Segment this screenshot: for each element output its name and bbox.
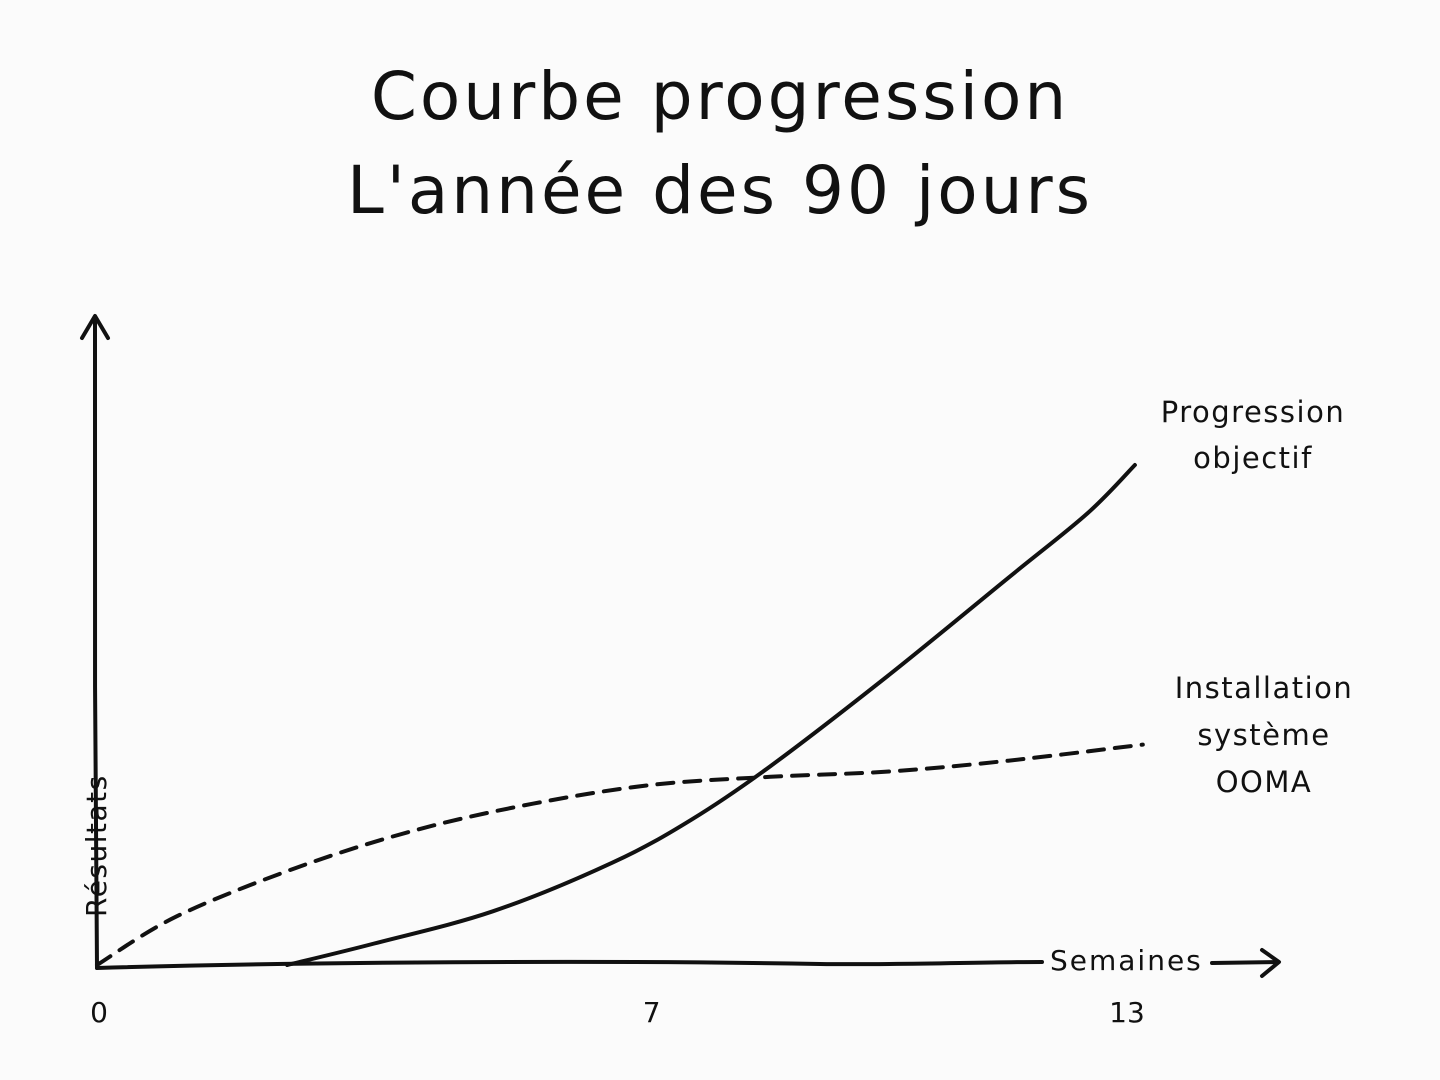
series-annotation-text: Installation (1175, 671, 1354, 705)
x-axis-label: Semaines (1050, 944, 1203, 977)
chart-title: Courbe progression L'année des 90 jours (0, 50, 1440, 238)
series-line-installation (95, 742, 1145, 967)
series-annotation-text: objectif (1193, 441, 1313, 475)
series-annotation-text: Progression (1161, 395, 1345, 429)
x-axis-arrow-icon (1210, 948, 1281, 978)
y-axis-label: Résultats (80, 774, 113, 917)
y-axis-line (92, 320, 99, 970)
x-axis-line (95, 959, 1044, 970)
series-annotation-text: OOMA (1216, 765, 1313, 799)
x-tick-label: 7 (643, 996, 661, 1029)
x-tick-label: 13 (1109, 996, 1145, 1029)
y-axis-arrow-icon (80, 314, 110, 340)
chart-title-line-2: L'année des 90 jours (346, 152, 1094, 229)
series-annotation-text: système (1197, 718, 1330, 752)
series-line-progression (285, 463, 1137, 967)
chart-title-line-1: Courbe progression (370, 58, 1070, 135)
x-tick-label: 0 (90, 996, 108, 1029)
